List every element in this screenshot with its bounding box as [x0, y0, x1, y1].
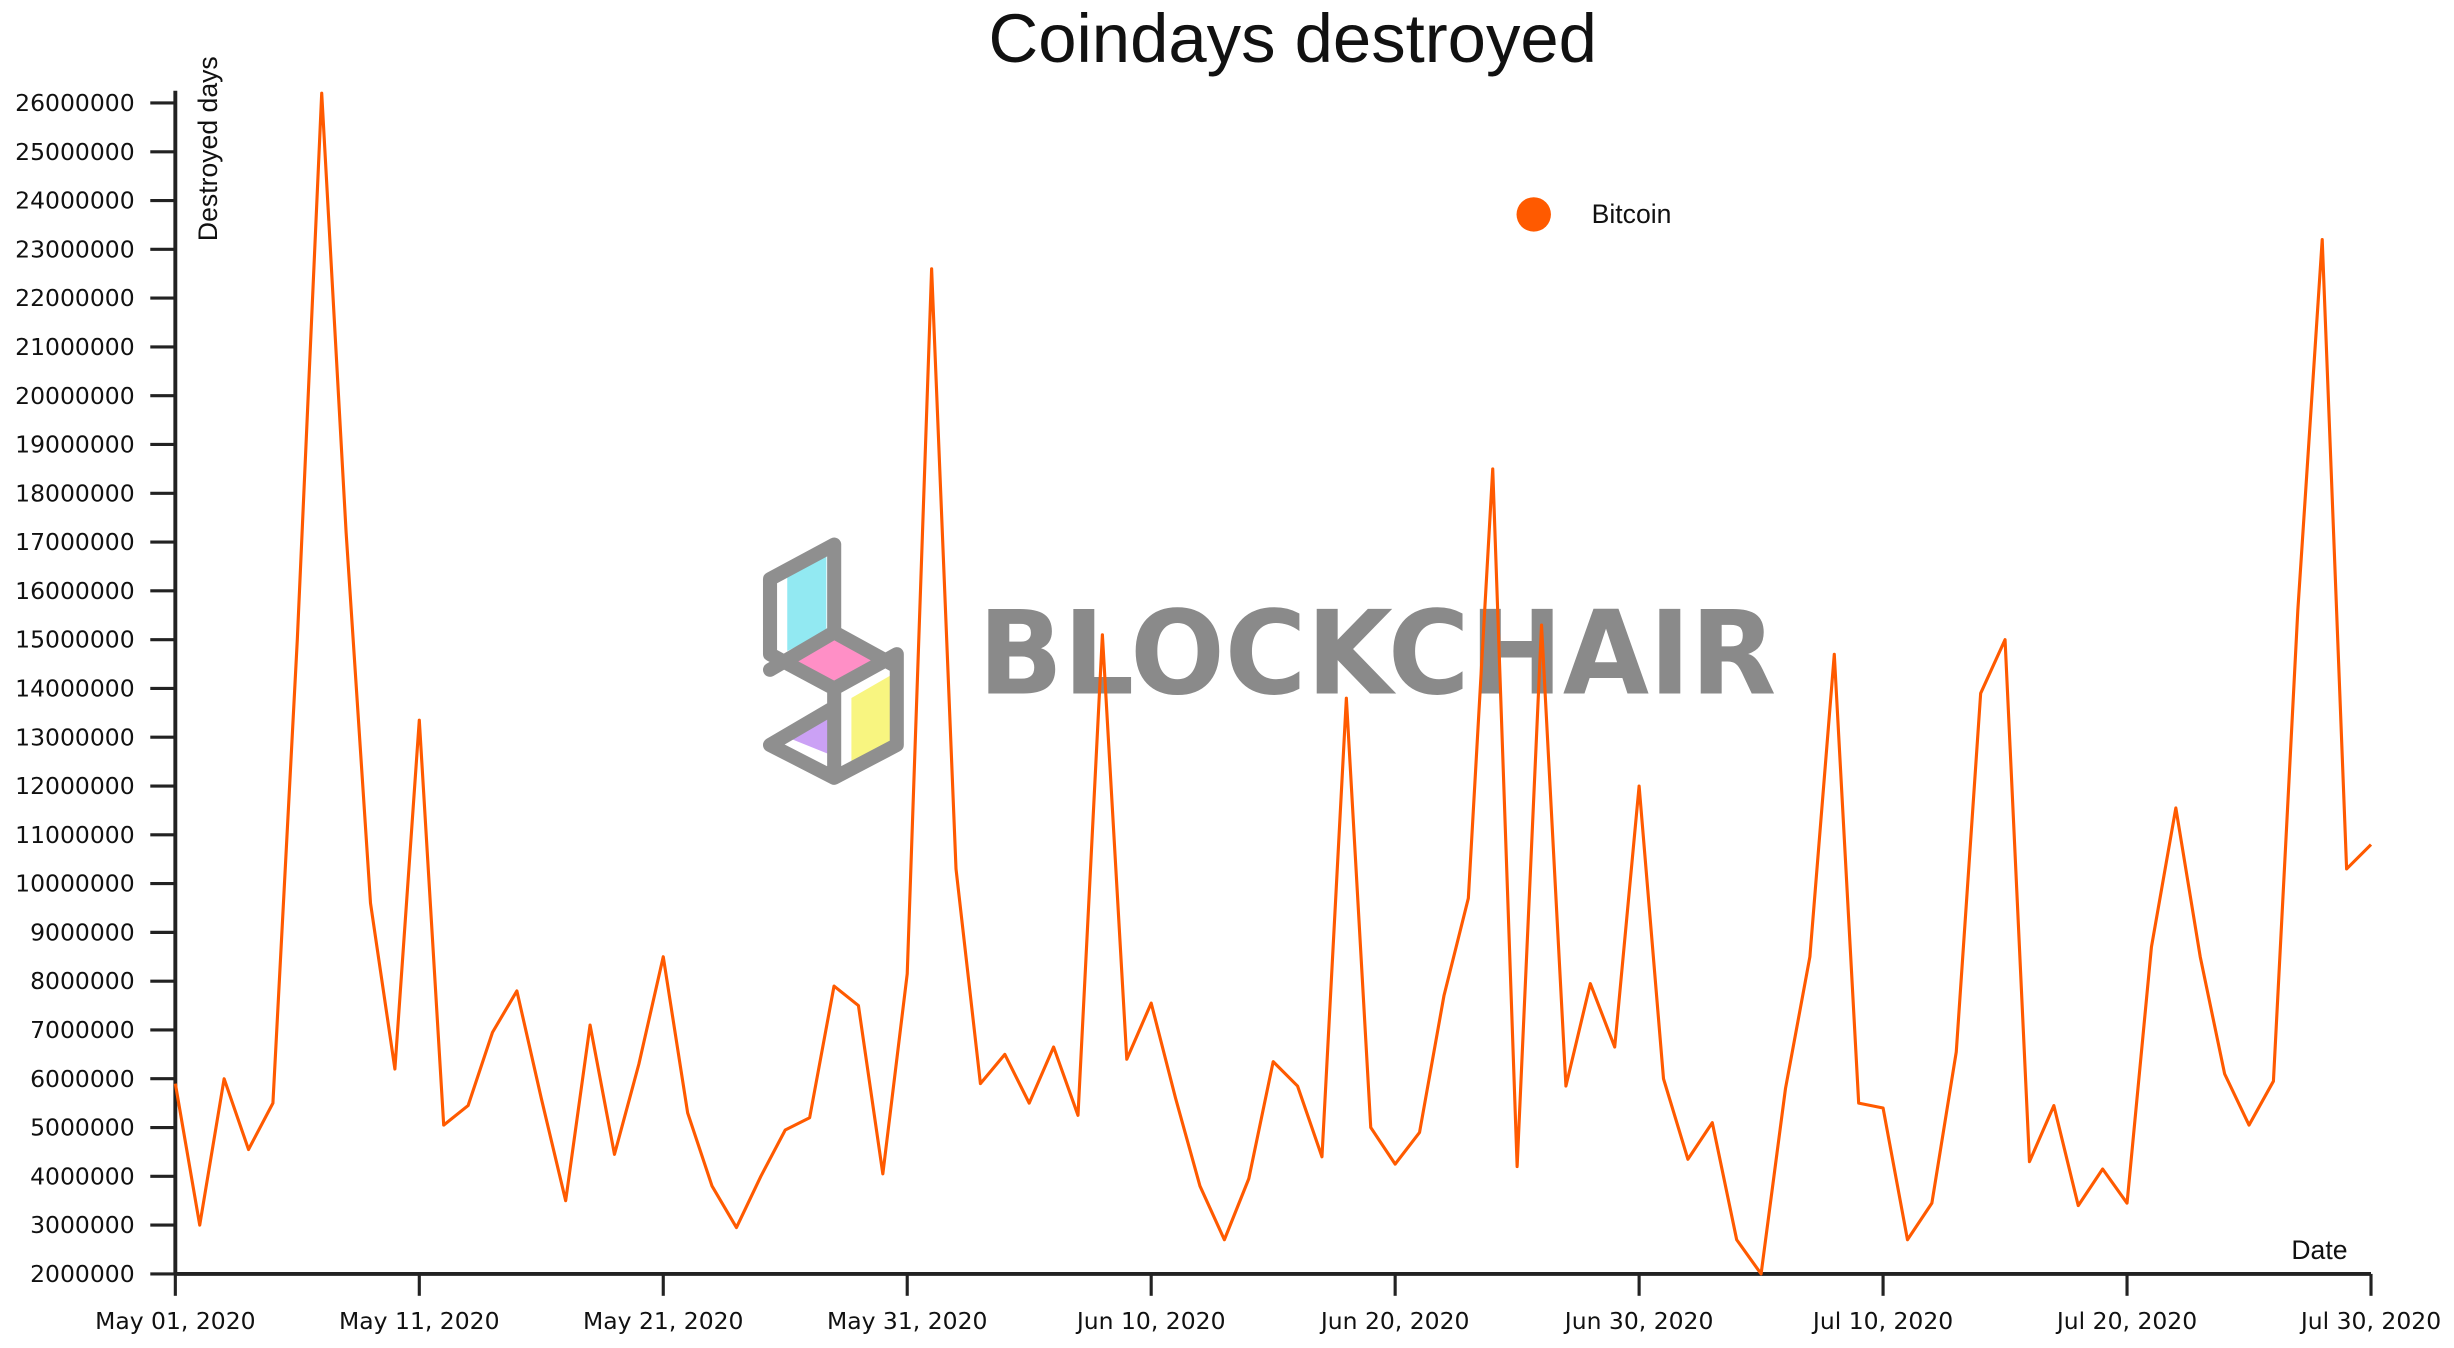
y-axis-title: Destroyed days	[193, 56, 223, 241]
y-tick-label: 9000000	[30, 918, 135, 946]
watermark: BLOCKCHAIR	[978, 588, 1776, 722]
series-line	[173, 91, 2373, 1276]
y-tick-label: 18000000	[15, 479, 134, 507]
y-tick-label: 2000000	[30, 1260, 135, 1288]
x-tick-label: Jun 10, 2020	[1075, 1307, 1226, 1335]
logo-face	[790, 716, 830, 755]
logo-outline	[762, 537, 904, 785]
logo-face	[787, 547, 827, 652]
x-tick-label: May 11, 2020	[339, 1307, 499, 1335]
x-tick-label: May 01, 2020	[95, 1307, 256, 1335]
y-tick-label: 20000000	[15, 382, 134, 410]
y-tick-label: 8000000	[30, 967, 135, 995]
y-tick-label: 5000000	[30, 1114, 135, 1142]
y-tick-label: 4000000	[30, 1162, 135, 1190]
x-tick-label: Jul 20, 2020	[2055, 1307, 2197, 1335]
x-tick-label: May 21, 2020	[583, 1307, 744, 1335]
logo-face	[851, 674, 893, 767]
watermark-logo	[762, 537, 904, 785]
y-tick-label: 11000000	[15, 821, 134, 849]
x-tick-label: Jun 20, 2020	[1319, 1307, 1470, 1335]
y-tick-label: 26000000	[15, 89, 134, 117]
y-tick-label: 12000000	[15, 772, 134, 800]
y-tick-label: 17000000	[15, 528, 134, 556]
y-tick-label: 14000000	[15, 674, 134, 702]
y-tick-label: 3000000	[30, 1211, 135, 1239]
x-tick-label: May 31, 2020	[827, 1307, 988, 1335]
y-tick-label: 19000000	[15, 431, 134, 459]
y-tick-label: 15000000	[15, 626, 134, 654]
y-tick-label: 16000000	[15, 577, 134, 605]
chart-title: Coindays destroyed	[988, 0, 1596, 77]
legend-label: Bitcoin	[1592, 199, 1672, 229]
y-tick-label: 10000000	[15, 870, 134, 898]
y-tick-label: 6000000	[30, 1065, 135, 1093]
x-tick-label: Jun 30, 2020	[1563, 1307, 1714, 1335]
x-tick-label: Jul 10, 2020	[1811, 1307, 1953, 1335]
y-tick-label: 24000000	[15, 187, 134, 215]
y-tick-label: 13000000	[15, 723, 134, 751]
y-tick-label: 23000000	[15, 235, 134, 263]
x-tick-label: Jul 30, 2020	[2299, 1307, 2441, 1335]
y-tick-label: 21000000	[15, 333, 134, 361]
x-axis-title: Date	[2291, 1235, 2347, 1265]
y-tick-label: 25000000	[15, 138, 134, 166]
y-tick-label: 22000000	[15, 284, 134, 312]
y-tick-label: 7000000	[30, 1016, 135, 1044]
legend-marker	[1516, 197, 1551, 232]
